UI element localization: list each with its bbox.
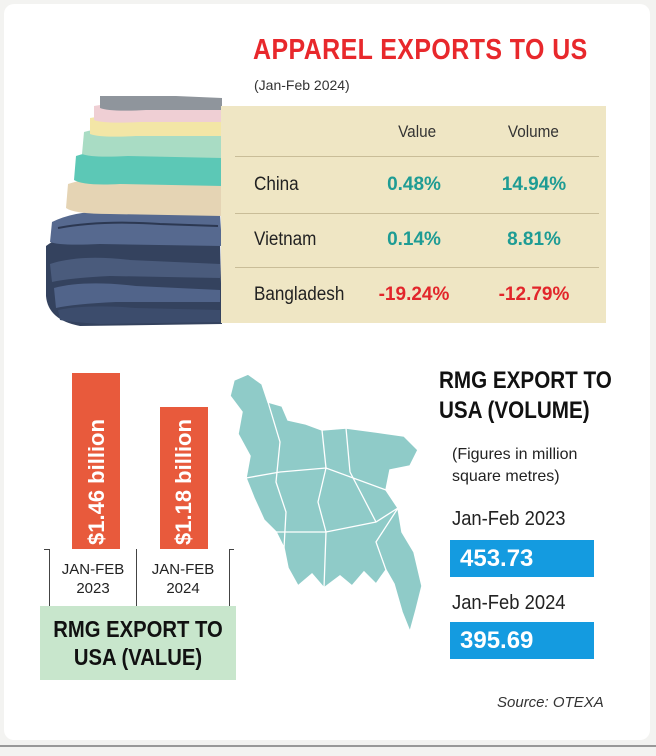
- period-2024-line2: 2024: [166, 580, 200, 597]
- period-2023-line1: JAN-FEB: [61, 561, 125, 578]
- table-row-vietnam-country: Vietnam: [254, 229, 317, 250]
- volume-title-line1: RMG EXPORT TO: [439, 367, 612, 394]
- bangladesh-map: [229, 373, 423, 635]
- source-note: Source: OTEXA: [497, 694, 604, 711]
- volume-value-2024: 395.69: [460, 627, 534, 654]
- table-divider: [235, 156, 599, 157]
- table-divider: [235, 267, 599, 268]
- table-row-bangladesh-volume: -12.79%: [498, 284, 570, 305]
- volume-note-line1: (Figures in million: [452, 446, 578, 463]
- volume-value-2023: 453.73: [460, 545, 534, 572]
- value-title-panel: [40, 606, 236, 680]
- volume-title: RMG EXPORT TO USA (VOLUME): [439, 366, 612, 426]
- exports-table: [221, 106, 606, 323]
- table-row-china-country: China: [254, 174, 299, 195]
- table-row-bangladesh-value: -19.24%: [378, 284, 450, 305]
- value-bar-2024: [160, 407, 208, 549]
- folded-clothes-image: [46, 96, 222, 326]
- table-divider: [235, 213, 599, 214]
- table-row-bangladesh-country: Bangladesh: [254, 284, 345, 305]
- table-row-china-volume: 14.94%: [501, 174, 567, 195]
- table-row-vietnam-volume: 8.81%: [507, 229, 561, 250]
- volume-value-2024-box: 395.69: [450, 622, 594, 659]
- volume-value-2023-box: 453.73: [450, 540, 594, 577]
- period-2023-line2: 2023: [76, 580, 110, 597]
- volume-note: (Figures in million square metres): [452, 444, 577, 488]
- value-bar-2024-label: $1.18 billion: [171, 419, 196, 545]
- page-subtitle: (Jan-Feb 2024): [254, 77, 350, 93]
- volume-period-2024: Jan-Feb 2024: [452, 592, 566, 614]
- volume-title-line2: USA (VOLUME): [439, 397, 590, 424]
- bottom-divider: [0, 745, 656, 747]
- page-title: APPAREL EXPORTS TO US: [253, 34, 588, 66]
- table-header-volume: Volume: [507, 122, 559, 141]
- table-row-vietnam-value: 0.14%: [387, 229, 441, 250]
- value-chart-title: RMG EXPORT TO USA (VALUE): [53, 616, 223, 670]
- table-header-value: Value: [398, 122, 437, 141]
- period-2024-line1: JAN-FEB: [151, 561, 215, 578]
- table-row-china-value: 0.48%: [387, 174, 441, 195]
- period-2024-box: [136, 549, 230, 607]
- period-2023-box: [49, 549, 137, 607]
- value-bar-2023: [72, 373, 120, 549]
- volume-period-2023: Jan-Feb 2023: [452, 508, 566, 530]
- volume-note-line2: square metres): [452, 468, 560, 485]
- value-bar-2023-label: $1.46 billion: [84, 419, 109, 545]
